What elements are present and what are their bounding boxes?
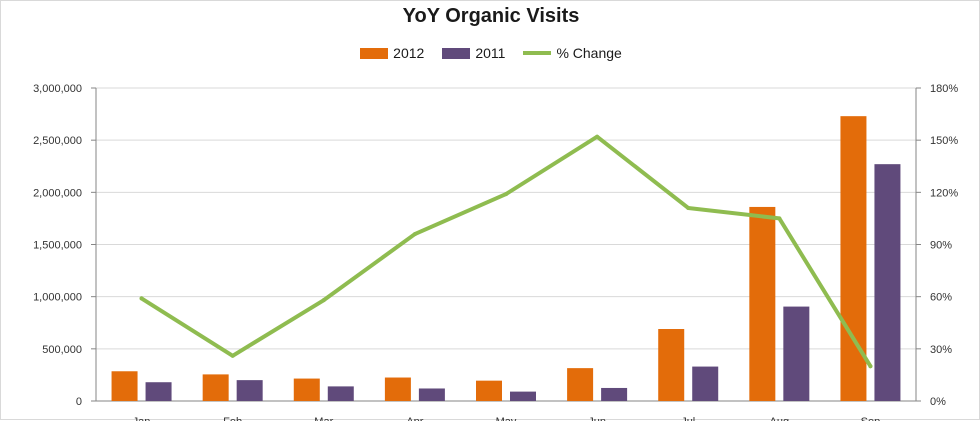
- legend-swatch-pct-change: [523, 51, 552, 55]
- bar-2012: [293, 378, 320, 401]
- bar-2012: [658, 329, 685, 401]
- chart-title: YoY Organic Visits: [402, 5, 580, 27]
- point-pct-change: [504, 192, 508, 197]
- bar-2012: [202, 374, 229, 401]
- x-tick-label: Apr: [406, 416, 423, 421]
- point-pct-change: [412, 232, 417, 237]
- bar-2011: [145, 382, 172, 401]
- bar-2011: [236, 380, 263, 401]
- legend-label-2012: 2012: [393, 45, 425, 61]
- y-right-tick-label: 180%: [930, 83, 958, 95]
- y-right-tick-label: 120%: [930, 187, 958, 199]
- y-right-tick-label: 150%: [930, 135, 958, 147]
- bar-2011: [510, 391, 536, 401]
- bar-2011: [601, 387, 628, 401]
- bar-2012: [840, 116, 867, 402]
- bar-2011: [783, 306, 810, 401]
- point-pct-change: [595, 134, 600, 139]
- legend-label-pct-change: % Change: [556, 45, 622, 61]
- legend-swatch-2011: [442, 47, 471, 59]
- bar-2011: [874, 164, 901, 401]
- x-tick-label: May: [496, 416, 517, 421]
- x-tick-label: Sep: [861, 416, 881, 421]
- bar-2012: [567, 368, 594, 401]
- bar-2012: [111, 371, 138, 401]
- legend-item-pct-change: % Change: [523, 45, 622, 61]
- point-pct-change: [139, 296, 144, 301]
- bar-2011: [418, 388, 445, 401]
- y-right-tick-label: 90%: [930, 240, 952, 252]
- x-tick-label: Feb: [223, 416, 242, 421]
- x-tick-label: Jun: [588, 416, 606, 421]
- legend-label-2011: 2011: [475, 45, 506, 61]
- legend-item-2012: 2012: [360, 45, 424, 61]
- y-right-tick-label: 30%: [930, 344, 952, 356]
- bar-2011: [692, 366, 719, 401]
- y-left-tick-label: 2,500,000: [33, 135, 82, 147]
- point-pct-change: [777, 216, 782, 221]
- y-left-tick-label: 500,000: [42, 344, 82, 356]
- point-pct-change: [230, 353, 235, 358]
- legend-swatch-2012: [360, 47, 389, 59]
- x-tick-label: Jul: [681, 416, 695, 421]
- y-left-tick-label: 1,000,000: [33, 292, 82, 304]
- bar-2012: [749, 206, 776, 401]
- legend: 2012 2011 % Change: [1, 45, 980, 61]
- bar-2012: [476, 380, 502, 401]
- point-pct-change: [321, 298, 326, 303]
- legend-item-2011: 2011: [442, 45, 505, 61]
- point-pct-change: [868, 364, 873, 369]
- bar-2012: [384, 377, 411, 401]
- y-left-tick-label: 3,000,000: [33, 83, 82, 95]
- bar-2011: [327, 386, 354, 401]
- y-left-tick-label: 2,000,000: [33, 187, 82, 199]
- y-left-tick-label: 0: [76, 396, 82, 408]
- x-tick-label: Mar: [314, 416, 333, 421]
- x-tick-label: Jan: [133, 416, 151, 421]
- point-pct-change: [686, 205, 691, 210]
- x-tick-label: Aug: [770, 416, 790, 421]
- y-right-tick-label: 0%: [930, 396, 946, 408]
- y-right-tick-label: 60%: [930, 292, 952, 304]
- y-left-tick-label: 1,500,000: [33, 240, 82, 252]
